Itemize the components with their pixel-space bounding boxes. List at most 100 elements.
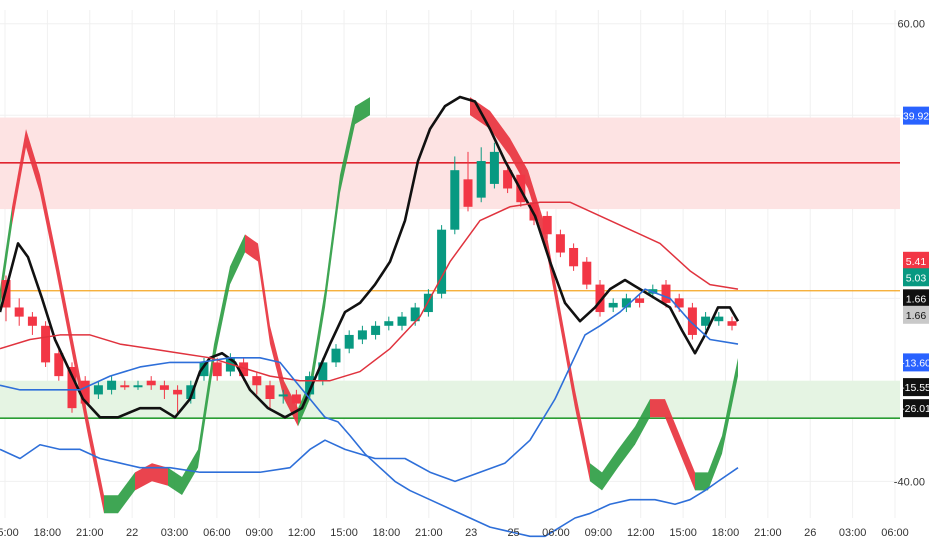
candle-body [120, 385, 130, 388]
candle-body [503, 170, 513, 189]
ribbon-right-segment [602, 449, 618, 491]
ribbon-right-segment [635, 399, 650, 445]
ribbon-left-segment [72, 335, 88, 436]
grid [0, 10, 900, 518]
series-line-2 [0, 201, 739, 382]
x-tick-label: 18:00 [373, 527, 401, 539]
candle-body [687, 307, 697, 335]
price-badges: 39.92 5.41 5.03 1.66 1.66 -13.60 -15.55 -26.01 [901, 106, 931, 418]
ribbon-right-segment [722, 357, 738, 454]
y-tick-label: -40.00 [894, 476, 925, 488]
candle-body [331, 348, 341, 363]
x-tick-label: 15:00 [669, 527, 697, 539]
candle-body [595, 284, 605, 313]
price-badge [903, 353, 929, 372]
price-badge [903, 268, 929, 287]
candle-body [199, 362, 209, 377]
candle-body [278, 394, 288, 397]
candles [1, 142, 737, 413]
candle-body [265, 385, 275, 400]
x-tick-label: 15:00 [330, 527, 358, 539]
candle-body [344, 334, 354, 349]
x-tick-label: 26 [804, 527, 816, 539]
ribbon-left-segment [168, 467, 182, 495]
ribbon-left-segment [56, 252, 72, 354]
candle-body [252, 376, 262, 386]
price-badge [903, 251, 929, 270]
ribbon-right-segment [590, 463, 602, 491]
candle-body [80, 380, 90, 404]
candle-body [212, 362, 222, 377]
candle-body [133, 385, 143, 388]
candle-body [186, 385, 196, 400]
ribbon-left-segment [325, 174, 340, 308]
ribbon-left-segment [88, 417, 104, 514]
x-tick-label: 21:00 [754, 527, 782, 539]
candle-body [107, 380, 117, 390]
x-tick-label: 18:00 [712, 527, 740, 539]
ribbon-right-segment [618, 426, 635, 468]
ribbon-left-segment [104, 495, 118, 514]
candle-body [27, 316, 37, 326]
candle-body [450, 170, 460, 230]
price-badge-label: 1.66 [906, 310, 927, 322]
ribbon-left-segment [182, 449, 198, 495]
candle-body [701, 316, 711, 326]
ribbon-left-segment [26, 129, 40, 193]
candle-body [608, 302, 618, 308]
x-tick-label: 15:00 [0, 527, 19, 539]
candle-body [305, 376, 315, 395]
zone-oversold [0, 380, 900, 419]
candle-body [714, 316, 724, 322]
price-badge-label: -13.60 [901, 357, 931, 369]
x-tick-label: 06:00 [542, 527, 570, 539]
series-line-1 [0, 95, 740, 419]
ribbon-right-segment [665, 399, 680, 454]
x-tick-label: 18:00 [34, 527, 62, 539]
candle-body [318, 362, 328, 381]
candle-body [423, 293, 433, 313]
ribbon-left-segment [152, 463, 168, 486]
candle-body [41, 325, 51, 363]
candle-body [674, 298, 684, 308]
candle-body [14, 307, 24, 317]
x-tick-label: 09:00 [585, 527, 613, 539]
price-badge-label: -15.55 [901, 382, 931, 394]
candle-body [489, 151, 499, 184]
price-badge [903, 399, 929, 418]
price-badge-label: 5.41 [906, 256, 927, 268]
x-tick-label: 12:00 [288, 527, 316, 539]
x-tick-label: 23 [465, 527, 477, 539]
ribbon-left-segment [12, 129, 26, 225]
ribbon-left-segment [340, 106, 355, 193]
ribbon-right-segment [708, 435, 722, 491]
ribbon-left-segment [198, 344, 214, 468]
candle-body [384, 321, 394, 326]
ribbon-left-segment [284, 380, 298, 427]
candle-body [159, 385, 169, 390]
y-tick-label: 60.00 [897, 19, 925, 31]
candle-body [635, 298, 645, 303]
price-badge-label: 39.92 [903, 111, 929, 123]
candle-body [542, 215, 552, 235]
ribbon-left-segment [245, 234, 258, 262]
x-tick-label: 21:00 [415, 527, 443, 539]
ribbon-right-segment [680, 435, 695, 491]
price-badge [903, 289, 929, 308]
ribbon-left-segment [355, 97, 370, 125]
ribbon-right-segment [490, 110, 510, 157]
candle-body [476, 161, 486, 198]
price-badge [903, 378, 929, 397]
x-tick-label: 03:00 [839, 527, 867, 539]
x-tick-label: 06:00 [203, 527, 231, 539]
ribbon-right-segment [650, 399, 665, 418]
candle-body [291, 394, 301, 404]
candle-body [239, 362, 249, 377]
ribbon-right-segment [575, 390, 590, 482]
price-badge [903, 305, 929, 324]
candle-body [529, 202, 539, 221]
ribbon-left-segment [40, 174, 56, 271]
ribbon-left-segment [310, 289, 325, 399]
candle-body [93, 385, 103, 395]
